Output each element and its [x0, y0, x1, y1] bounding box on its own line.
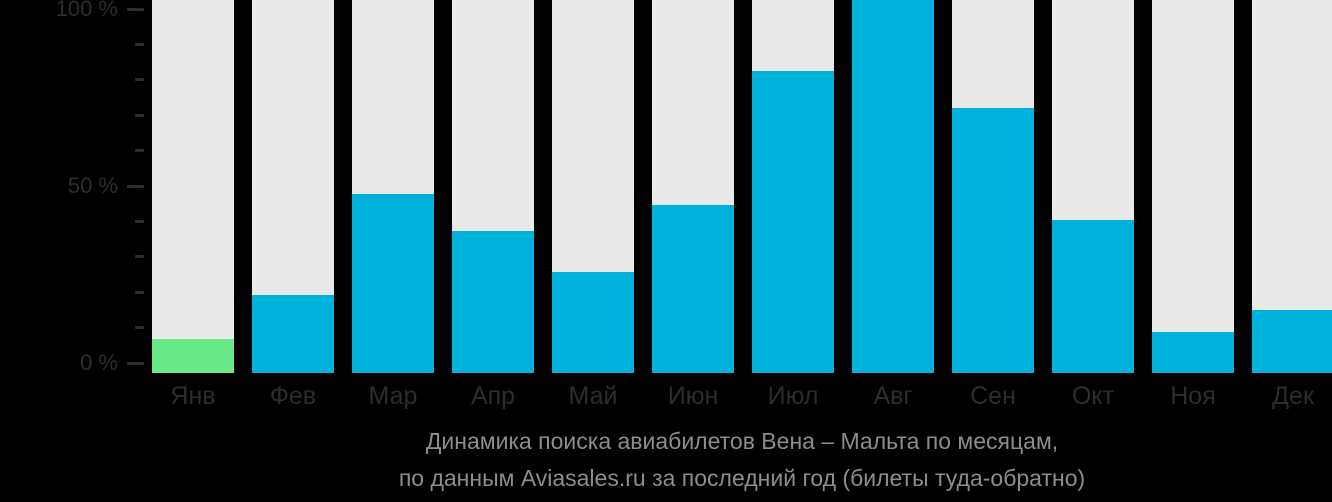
bar — [452, 231, 534, 373]
chart-title: Динамика поиска авиабилетов Вена – Мальт… — [425, 428, 1059, 454]
bar-column: Июн — [652, 0, 734, 410]
y-axis-label: 100 % — [55, 0, 118, 21]
bar — [1252, 310, 1332, 373]
bar — [252, 295, 334, 373]
bar-column: Апр — [452, 0, 534, 410]
y-axis-tick — [135, 149, 144, 153]
y-axis-label: 50 % — [67, 173, 118, 198]
x-axis-label: Фев — [269, 382, 317, 410]
bar — [352, 194, 434, 373]
bar-column: Дек — [1252, 0, 1332, 410]
bar-column: Окт — [1052, 0, 1134, 410]
bar-column: Фев — [252, 0, 334, 410]
bar-column: Авг — [852, 0, 934, 410]
x-axis-label: Май — [568, 382, 618, 410]
y-axis-tick — [127, 184, 144, 188]
y-axis-tick — [135, 113, 144, 117]
chart-captions: Динамика поиска авиабилетов Вена – Мальт… — [152, 429, 1332, 491]
chart-subtitle: по данным Aviasales.ru за последний год … — [398, 465, 1086, 491]
x-axis-label: Июл — [767, 382, 819, 410]
bar-track — [152, 0, 234, 373]
y-axis-tick — [135, 255, 144, 259]
x-axis-label: Мар — [368, 382, 418, 410]
bar-column: Июл — [752, 0, 834, 410]
bar — [552, 272, 634, 373]
x-axis-label: Апр — [470, 382, 516, 410]
y-axis-tick — [135, 42, 144, 46]
bar — [152, 339, 234, 373]
bar — [1152, 332, 1234, 373]
bar-column: Мар — [352, 0, 434, 410]
bar-column: Сен — [952, 0, 1034, 410]
x-axis-label: Янв — [170, 382, 216, 410]
bar — [952, 108, 1034, 373]
bar-column: Янв — [152, 0, 234, 410]
x-axis-label: Дек — [1272, 382, 1314, 410]
bar — [652, 205, 734, 373]
bar — [1052, 220, 1134, 373]
bar — [752, 71, 834, 373]
y-axis-tick — [127, 361, 144, 365]
x-axis-label: Сен — [970, 382, 1016, 410]
y-axis-tick — [127, 7, 144, 11]
x-axis-label: Окт — [1071, 382, 1115, 410]
bar-column: Ноя — [1152, 0, 1234, 410]
bar-track — [1152, 0, 1234, 373]
x-axis-label: Июн — [667, 382, 719, 410]
bar-column: Май — [552, 0, 634, 410]
y-axis-tick — [135, 219, 144, 223]
x-axis-label: Авг — [873, 382, 913, 410]
y-axis-tick — [135, 78, 144, 82]
x-axis-label: Ноя — [1170, 382, 1216, 410]
y-axis-tick — [135, 290, 144, 294]
y-axis: 0 % 50 % 100 % — [0, 0, 148, 380]
y-axis-label: 0 % — [80, 350, 118, 375]
y-axis-tick — [135, 326, 144, 330]
bar — [852, 0, 934, 373]
plot-area: Янв Фев Мар Апр Май Июн Июл Авг Сен Окт Ноя Дек — [152, 0, 1332, 410]
